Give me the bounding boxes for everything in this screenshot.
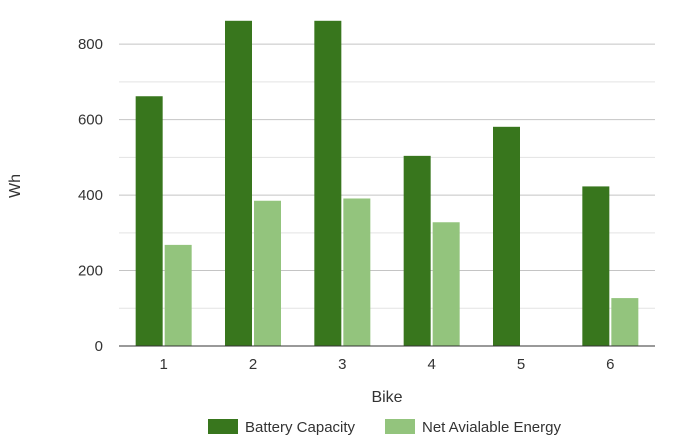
bar <box>343 198 371 346</box>
bar <box>135 96 163 346</box>
y-axis-title: Wh <box>7 174 24 198</box>
legend-swatch <box>208 419 238 434</box>
y-tick-labels: 0 200 400 600 800 <box>78 36 103 355</box>
x-tick-label: 6 <box>606 356 614 373</box>
x-tick-label: 1 <box>159 356 167 373</box>
bar <box>314 20 342 347</box>
bar <box>611 298 639 346</box>
bar <box>432 222 460 346</box>
legend-label: Net Avialable Energy <box>422 419 561 436</box>
x-tick-label: 5 <box>517 356 525 373</box>
y-tick-label: 400 <box>78 187 103 204</box>
legend-label: Battery Capacity <box>245 419 356 436</box>
grid-lines <box>119 43 655 309</box>
bar <box>403 155 431 346</box>
x-tick-label: 4 <box>427 356 435 373</box>
x-tick-labels: 1 2 3 4 5 6 <box>159 356 614 373</box>
bar <box>225 20 252 347</box>
legend-swatch <box>385 419 415 434</box>
bars <box>135 20 639 347</box>
bar <box>582 186 610 346</box>
y-tick-label: 600 <box>78 112 103 129</box>
bar <box>164 244 192 346</box>
y-tick-label: 800 <box>78 36 103 53</box>
bar <box>254 200 281 346</box>
x-tick-label: 2 <box>249 356 257 373</box>
y-tick-label: 200 <box>78 263 103 280</box>
bar <box>493 126 520 347</box>
y-tick-label: 0 <box>95 338 103 355</box>
legend: Battery Capacity Net Avialable Energy <box>208 419 561 436</box>
x-tick-label: 3 <box>338 356 346 373</box>
x-axis-title: Bike <box>371 389 402 406</box>
